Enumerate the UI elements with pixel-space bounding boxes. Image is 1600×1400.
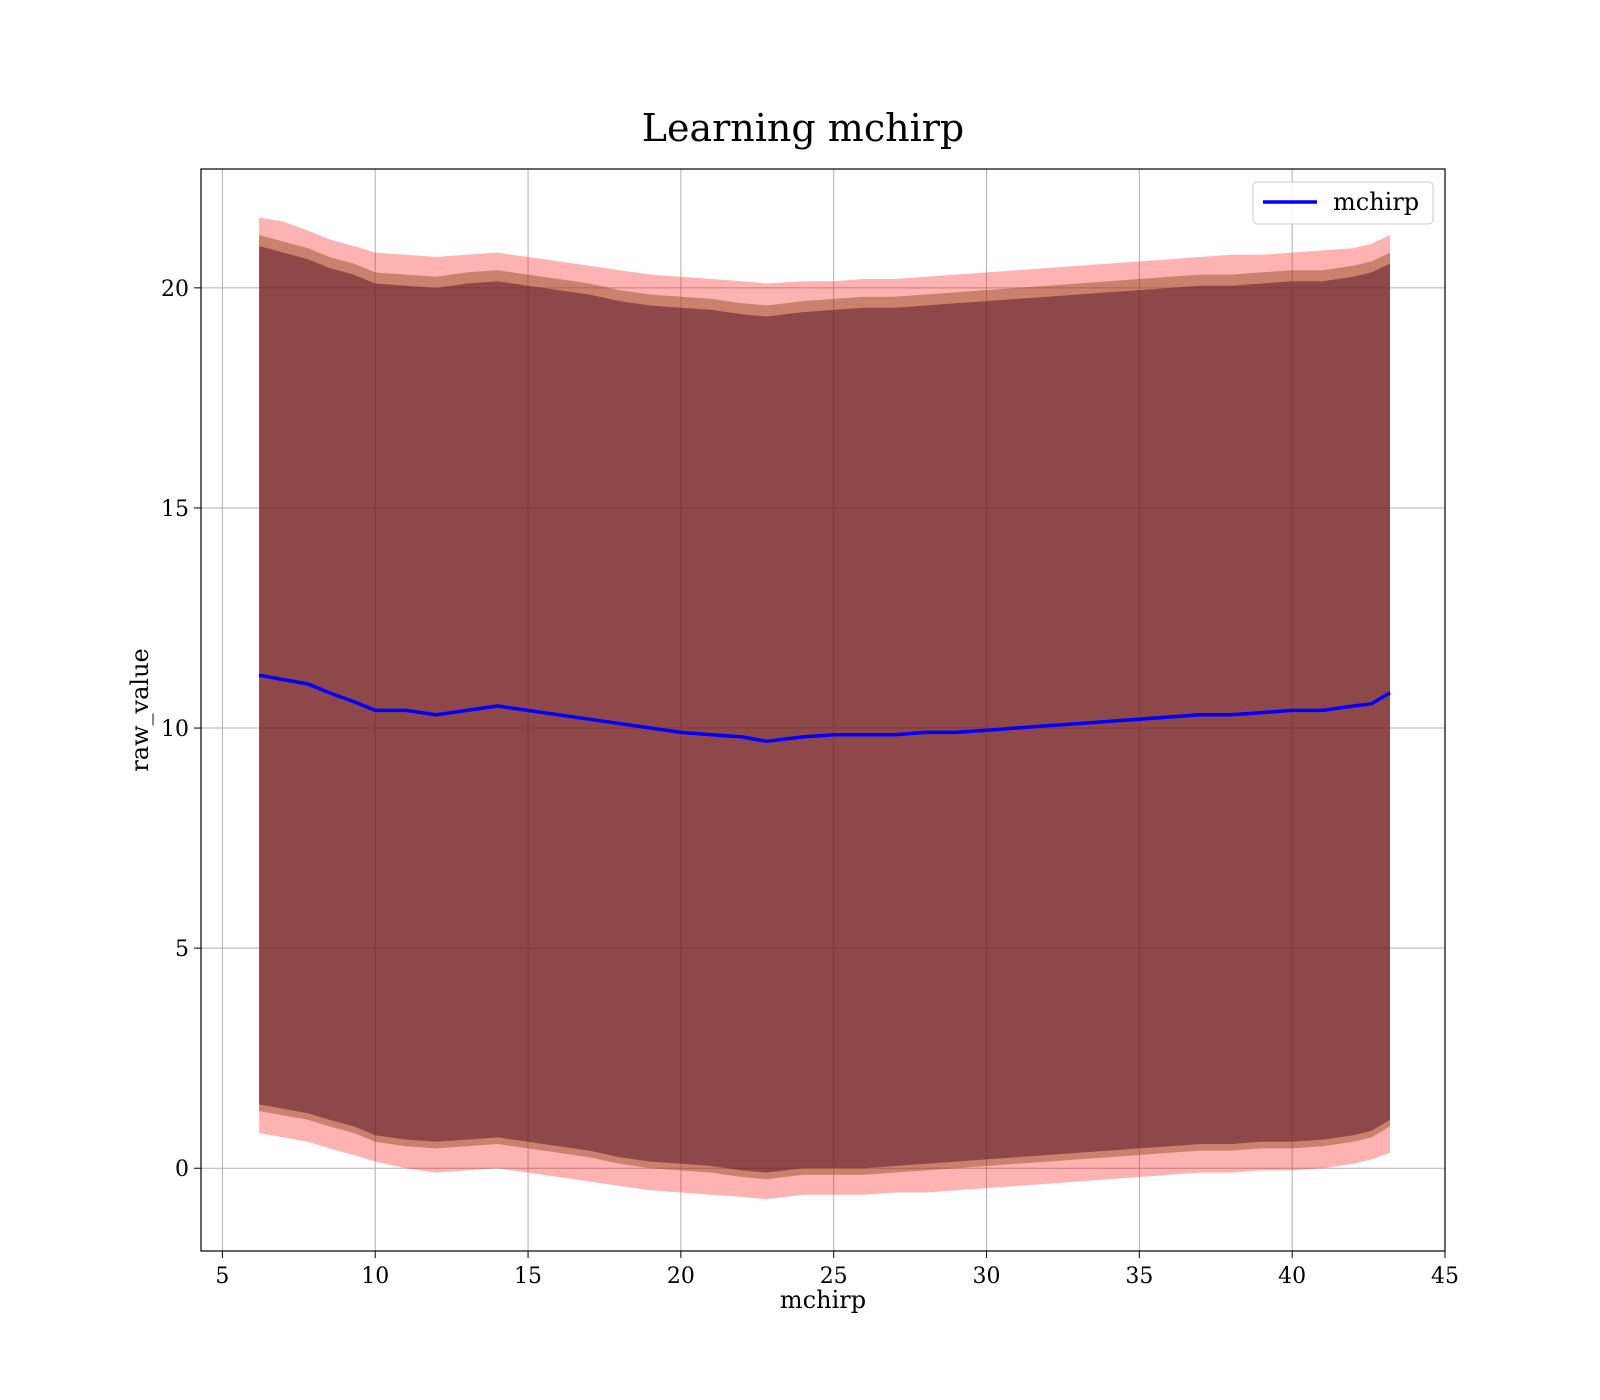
series-line-mchirp [258,673,1391,744]
y-tick-label: 5 [175,937,189,962]
y-tick-label: 0 [175,1157,189,1182]
y-axis-label: raw_value [126,648,154,772]
y-tick-label: 20 [161,277,189,302]
x-axis-ticks: 5 10 15 20 25 30 35 40 45 [215,1251,1459,1289]
x-tick-label: 25 [820,1264,848,1289]
x-tick-label: 45 [1431,1264,1459,1289]
legend-entry-mchirp: mchirp [1333,188,1419,216]
y-axis-ticks: 0 5 10 15 20 [161,277,201,1182]
x-tick-label: 5 [215,1264,229,1289]
x-tick-label: 35 [1125,1264,1153,1289]
x-tick-label: 20 [667,1264,695,1289]
chart-title: Learning mchirp [642,106,964,150]
x-tick-label: 40 [1278,1264,1306,1289]
x-axis-label: mchirp [780,1286,866,1314]
inner-band [259,246,1391,1173]
y-tick-label: 15 [161,497,189,522]
legend: mchirp [1252,181,1434,225]
x-tick-label: 30 [973,1264,1001,1289]
plot-frame [200,168,1446,1252]
legend-box [1252,181,1434,225]
x-tick-label: 15 [514,1264,542,1289]
series-line-group [258,673,1391,744]
y-tick-label: 10 [161,717,189,742]
x-tick-label: 10 [361,1264,389,1289]
plot-area: 5 10 15 20 25 30 35 40 45 0 5 10 15 20 [161,168,1459,1289]
uncertainty-bands [259,217,1391,1200]
